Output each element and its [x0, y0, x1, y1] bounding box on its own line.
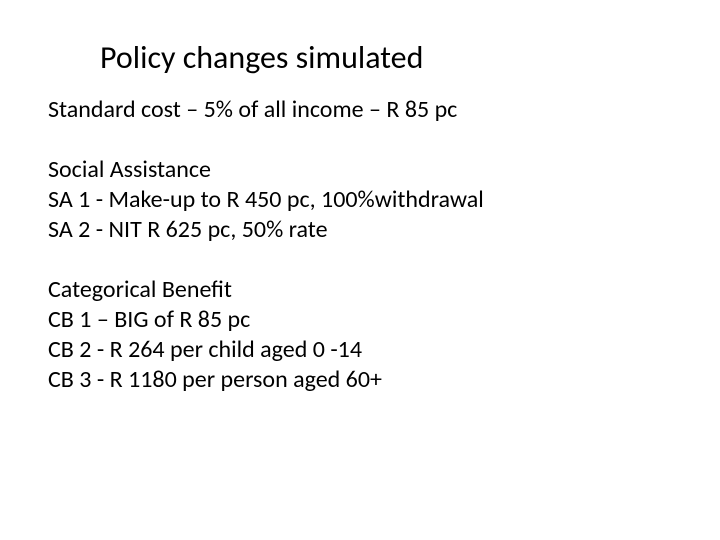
slide-content: Standard cost – 5% of all income – R 85 … — [48, 95, 672, 395]
slide-container: Policy changes simulated Standard cost –… — [0, 0, 720, 540]
cb3-line: CB 3 - R 1180 per person aged 60+ — [48, 365, 672, 395]
spacer-1 — [48, 125, 672, 155]
standard-cost-line: Standard cost – 5% of all income – R 85 … — [48, 95, 672, 125]
sa-header: Social Assistance — [48, 155, 672, 185]
slide-title: Policy changes simulated — [100, 38, 672, 77]
cb2-line: CB 2 - R 264 per child aged 0 -14 — [48, 335, 672, 365]
cb-header: Categorical Benefit — [48, 275, 672, 305]
sa1-line: SA 1 - Make-up to R 450 pc, 100%withdraw… — [48, 185, 672, 215]
cb1-line: CB 1 – BIG of R 85 pc — [48, 305, 672, 335]
sa2-line: SA 2 - NIT R 625 pc, 50% rate — [48, 215, 672, 245]
spacer-2 — [48, 245, 672, 275]
